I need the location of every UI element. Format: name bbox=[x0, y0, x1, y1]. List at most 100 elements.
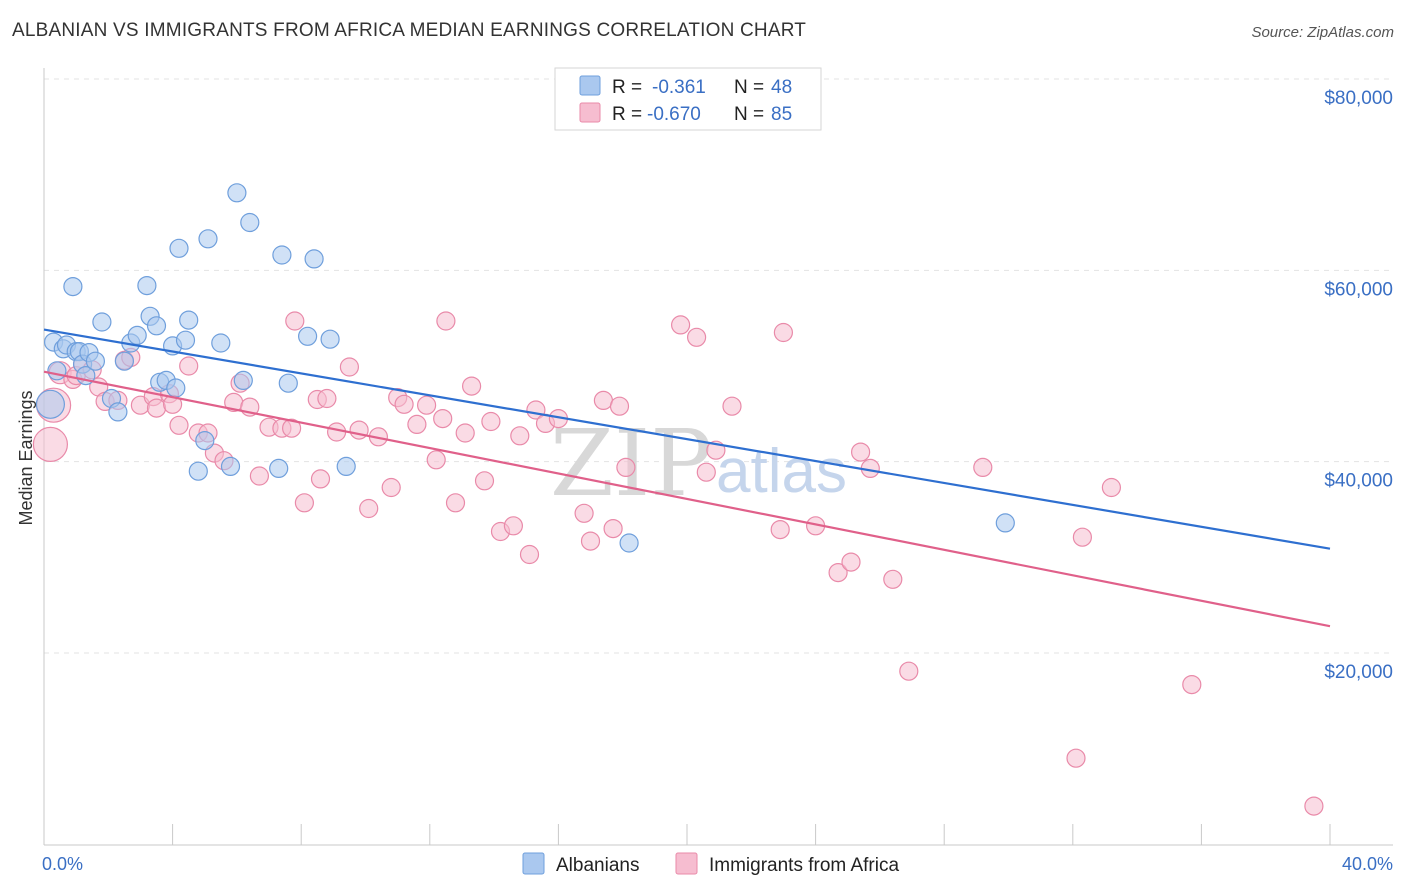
africa-point bbox=[317, 388, 337, 409]
albanians-point bbox=[220, 456, 241, 476]
africa-point bbox=[686, 327, 707, 347]
albanians-point bbox=[233, 370, 253, 390]
africa-point bbox=[603, 518, 623, 539]
africa-point bbox=[32, 426, 69, 462]
africa-point bbox=[899, 661, 919, 681]
albanians-point bbox=[175, 330, 196, 350]
x-tick-label-max: 40.0% bbox=[1342, 854, 1393, 874]
series-immigrants-from-africa bbox=[32, 311, 1324, 816]
albanians-point bbox=[336, 456, 356, 476]
africa-point bbox=[146, 398, 167, 418]
albanians-point bbox=[35, 389, 66, 419]
africa-point bbox=[436, 311, 456, 331]
africa-point bbox=[169, 415, 189, 435]
legend-r-label: R = bbox=[612, 104, 642, 125]
y-tick-label: $80,000 bbox=[1324, 88, 1393, 109]
africa-point bbox=[973, 457, 993, 477]
africa-point bbox=[481, 411, 501, 432]
africa-point bbox=[770, 519, 790, 540]
legend-swatch-pink bbox=[579, 102, 601, 123]
albanians-point bbox=[166, 378, 186, 398]
albanians-point bbox=[114, 351, 135, 371]
albanians-point bbox=[63, 277, 83, 297]
albanians-point bbox=[137, 276, 157, 296]
albanians-point bbox=[195, 431, 215, 451]
chart-title: ALBANIAN VS IMMIGRANTS FROM AFRICA MEDIA… bbox=[12, 20, 807, 41]
legend-n-label: N = bbox=[734, 104, 764, 125]
africa-point bbox=[510, 426, 530, 446]
albanians-point bbox=[272, 245, 292, 265]
africa-point bbox=[407, 414, 427, 434]
albanians-point bbox=[298, 326, 318, 346]
albanians-point bbox=[240, 212, 260, 233]
trend-line-africa bbox=[43, 370, 1331, 628]
africa-point bbox=[773, 322, 794, 343]
albanians-point bbox=[227, 183, 247, 203]
albanians-point bbox=[278, 373, 298, 393]
legend-n-label: N = bbox=[734, 77, 764, 98]
africa-point bbox=[519, 544, 540, 565]
bottom-legend-albanians: Albanians bbox=[556, 855, 639, 876]
albanians-point bbox=[995, 513, 1015, 533]
africa-point bbox=[433, 409, 453, 429]
albanians-point bbox=[179, 310, 199, 330]
africa-point bbox=[1072, 527, 1093, 547]
africa-point bbox=[474, 471, 495, 491]
y-tick-label: $40,000 bbox=[1324, 471, 1393, 492]
albanians-point bbox=[320, 329, 340, 349]
source-label: Source: ZipAtlas.com bbox=[1251, 24, 1394, 41]
y-tick-label: $20,000 bbox=[1324, 662, 1393, 683]
bottom-legend-africa: Immigrants from Africa bbox=[709, 855, 899, 876]
y-tick-labels: $20,000 $40,000 $60,000 $80,000 bbox=[1324, 88, 1393, 683]
africa-point bbox=[445, 493, 466, 513]
africa-point bbox=[426, 450, 446, 470]
bottom-legend-swatch-africa bbox=[675, 852, 698, 875]
albanians-point bbox=[169, 238, 189, 258]
albanians-point bbox=[146, 316, 167, 336]
africa-point bbox=[670, 315, 691, 335]
x-ticks bbox=[43, 824, 1331, 845]
africa-point bbox=[359, 498, 379, 519]
y-axis-title: Median Earnings bbox=[16, 390, 36, 525]
albanians-point bbox=[85, 351, 106, 371]
albanians-point bbox=[127, 325, 147, 345]
africa-point bbox=[394, 394, 414, 414]
africa-point bbox=[327, 422, 347, 442]
albanians-point bbox=[198, 229, 218, 249]
bottom-legend-swatch-albanians bbox=[522, 852, 545, 875]
grid bbox=[44, 78, 1393, 654]
y-tick-label: $60,000 bbox=[1324, 279, 1393, 300]
albanians-point bbox=[92, 312, 112, 332]
africa-point bbox=[179, 356, 199, 376]
africa-point bbox=[294, 493, 314, 513]
albanians-point bbox=[269, 458, 289, 478]
africa-point bbox=[310, 469, 331, 489]
africa-point bbox=[883, 569, 903, 589]
africa-point bbox=[616, 457, 636, 477]
bottom-legend: Albanians Immigrants from Africa bbox=[522, 852, 899, 876]
africa-point bbox=[1182, 674, 1202, 695]
africa-point bbox=[850, 442, 871, 462]
africa-point bbox=[580, 531, 601, 551]
africa-point bbox=[282, 418, 302, 438]
africa-point bbox=[462, 376, 482, 396]
africa-point bbox=[339, 357, 359, 377]
albanians-point bbox=[211, 333, 231, 353]
africa-point bbox=[381, 477, 401, 498]
correlation-legend: R = -0.361 N = 48 R = -0.670 N = 85 bbox=[554, 67, 822, 131]
africa-point bbox=[455, 423, 475, 443]
africa-point bbox=[574, 503, 594, 523]
africa-point bbox=[249, 466, 269, 486]
africa-point bbox=[722, 396, 742, 416]
africa-point bbox=[696, 462, 716, 482]
x-tick-label-min: 0.0% bbox=[42, 854, 83, 874]
albanians-point bbox=[47, 361, 67, 381]
legend-r-label: R = bbox=[612, 77, 642, 98]
africa-point bbox=[417, 395, 437, 415]
africa-point bbox=[1304, 796, 1324, 816]
legend-n-value: 48 bbox=[771, 77, 792, 98]
series-albanians bbox=[35, 183, 1015, 553]
legend-r-value: -0.361 bbox=[652, 77, 706, 98]
albanians-point bbox=[304, 249, 324, 269]
